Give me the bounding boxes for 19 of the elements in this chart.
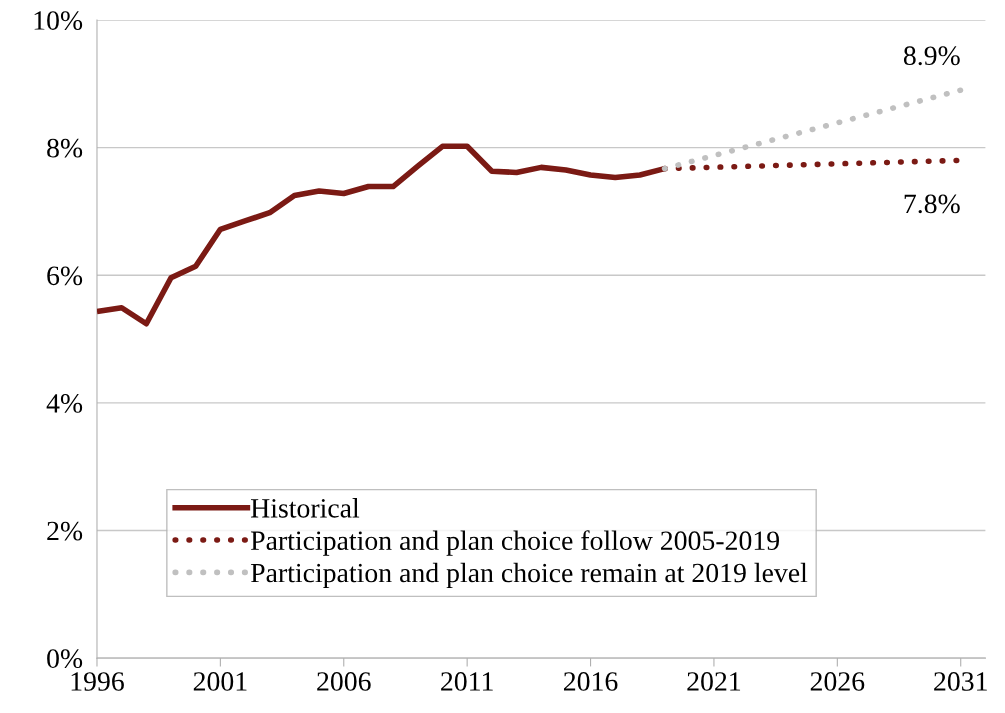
x-tick-label: 2016 [563,672,618,691]
x-tick-label: 1996 [71,672,124,691]
x-tick-label: 2006 [317,672,371,691]
x-tick-label: 2021 [687,672,741,691]
y-tick-label: 10% [34,11,83,30]
y-tick-label: 6% [47,266,83,286]
x-tick-label: 2026 [810,672,865,691]
y-tick-label: 4% [46,394,83,413]
x-tick-label: 2011 [441,672,493,691]
y-tick-label: 2% [47,521,83,541]
annotation: 8.9% [903,46,960,66]
legend-label: Participation and plan choice remain at 2019 level [250,562,808,589]
x-tick-label: 2031 [934,672,987,691]
y-tick-label: 8% [47,138,83,158]
annotation: 7.8% [904,194,960,214]
legend-label: Historical [250,498,360,518]
legend-label: Participation and plan choice follow 2005-2019 [250,530,779,556]
x-tick-label: 2001 [193,672,247,691]
y-tick-label: 0% [47,649,83,669]
